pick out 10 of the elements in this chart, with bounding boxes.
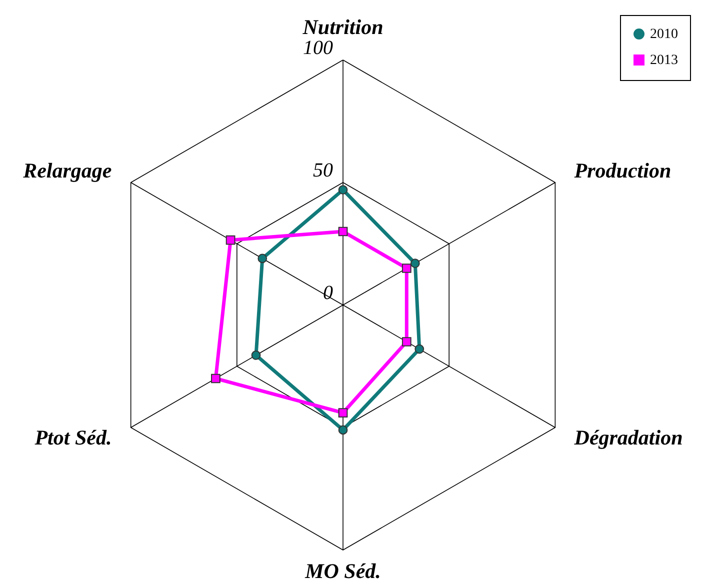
spoke-label: Relargage: [22, 158, 112, 182]
legend-label: 2013: [650, 53, 678, 68]
legend-label: 2010: [650, 27, 678, 42]
spoke-label: MO Séd.: [304, 559, 381, 584]
y-tick-label: 100: [303, 37, 333, 59]
spoke-label: Ptot Séd.: [34, 426, 112, 450]
spoke-label: Nutrition: [302, 15, 384, 40]
spoke-label: Dégradation: [573, 426, 683, 450]
y-tick-label: 50: [313, 160, 333, 182]
spoke-label: Production: [573, 158, 672, 182]
